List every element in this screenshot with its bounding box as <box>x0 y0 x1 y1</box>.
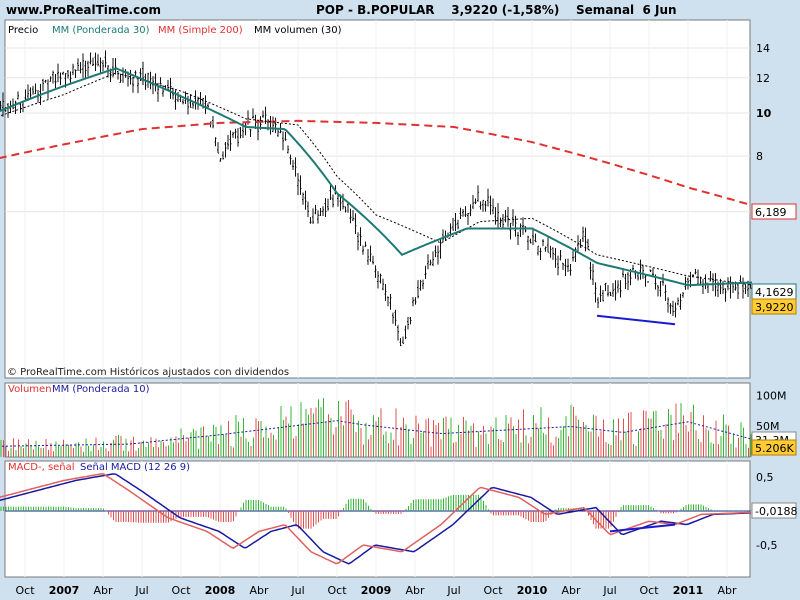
mm-volumen-30-line <box>0 72 753 286</box>
mm-ponderada-30-line <box>0 67 753 287</box>
mm200-last-value-box <box>751 203 797 220</box>
x-tick-label: 2010 <box>517 584 548 597</box>
x-tick-label: Abr <box>93 584 113 597</box>
volume-y-tick: 50M <box>756 420 780 433</box>
price-y-tick: 10 <box>756 107 772 120</box>
x-tick-label: Abr <box>249 584 269 597</box>
price-legend-mm30: MM (Ponderada 30) <box>52 25 150 36</box>
macd-legend-signal: Señal MACD (12 26 9) <box>80 462 190 473</box>
volume-last-value-box <box>751 439 797 456</box>
macd-signal-line <box>0 473 752 565</box>
price-y-tick: 12 <box>756 72 770 85</box>
x-tick-label: Abr <box>561 584 581 597</box>
volume-legend-ma: MM (Ponderada 10) <box>52 384 150 395</box>
x-tick-label: 2007 <box>49 584 80 597</box>
macd-panel[interactable] <box>4 460 751 578</box>
macd-legend-macd: MACD-, señal <box>8 462 75 473</box>
volume-last-value: 5.206K <box>755 442 794 455</box>
macd-y-tick: -0,5 <box>756 539 777 552</box>
volume-ma-line <box>0 420 752 447</box>
x-tick-label: Oct <box>483 584 503 597</box>
price-legend-precio: Precio <box>8 25 38 36</box>
x-tick-label: 2008 <box>205 584 236 597</box>
x-tick-label: Oct <box>327 584 347 597</box>
x-tick-label: Jul <box>134 584 148 597</box>
price-legend-mm200: MM (Simple 200) <box>158 25 243 36</box>
price-last-value-box <box>751 298 797 315</box>
volume-legend-volumen: Volumen <box>8 384 52 395</box>
mm-simple-200-line <box>0 119 753 207</box>
macd-last-value: -0,0188 <box>755 505 797 518</box>
x-tick-label: Jul <box>446 584 460 597</box>
macd-last-value-box <box>751 502 797 519</box>
mm30-last-value: 4,1629 <box>755 286 794 299</box>
chart-header: www.ProRealTime.com POP - B.POPULAR 3,92… <box>0 0 800 20</box>
x-tick-label: 2009 <box>361 584 392 597</box>
price-last-value: 3,9220 <box>755 301 794 314</box>
x-tick-label: Jul <box>602 584 616 597</box>
x-tick-label: Jul <box>290 584 304 597</box>
price-legend-mmvol: MM volumen (30) <box>254 25 342 36</box>
x-tick-label: Oct <box>639 584 659 597</box>
macd-y-tick: 0,5 <box>756 471 774 484</box>
x-tick-label: Oct <box>171 584 191 597</box>
mm200-last-value: 6,189 <box>755 206 787 219</box>
x-tick-label: Oct <box>15 584 35 597</box>
chart-title: POP - B.POPULAR 3,9220 (-1,58%) Semanal … <box>316 3 677 17</box>
x-tick-label: 2011 <box>673 584 704 597</box>
price-y-tick: 14 <box>756 42 770 55</box>
site-name[interactable]: www.ProRealTime.com <box>6 3 161 17</box>
macd-divergence-line <box>609 523 676 533</box>
volume-y-tick: 100M <box>756 389 787 402</box>
x-tick-label: Abr <box>405 584 425 597</box>
x-tick-label: Abr <box>717 584 737 597</box>
price-panel[interactable] <box>4 19 751 379</box>
watermark: © ProRealTime.com Históricos ajustados c… <box>7 366 289 378</box>
price-divergence-line <box>596 314 676 326</box>
price-y-tick: 8 <box>756 150 763 163</box>
